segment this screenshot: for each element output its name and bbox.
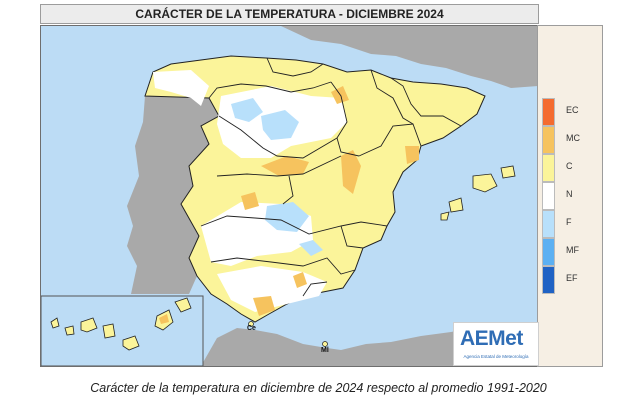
legend-item-c: C: [538, 154, 602, 182]
legend-swatch-mf: [542, 238, 555, 266]
warm-area-6: [253, 296, 275, 316]
aemet-logo: AEMet Agencia Estatal de Meteorología: [453, 322, 539, 366]
cold-area-1: [231, 98, 263, 122]
ceuta-marker: [248, 321, 254, 327]
balearic-islands: [440, 165, 516, 221]
legend-label-ef: EF: [566, 273, 578, 283]
cold-area-2: [261, 110, 299, 140]
warm-area-1: [261, 156, 309, 176]
legend-swatch-c: [542, 154, 555, 182]
aemet-logo-subtitle: Agencia Estatal de Meteorología: [463, 354, 529, 359]
cold-area-3: [265, 202, 309, 232]
warm-area-7: [293, 272, 307, 288]
legend-label-f: F: [566, 217, 572, 227]
aemet-logo-text: AEMet: [460, 327, 523, 350]
legend-swatch-n: [542, 182, 555, 210]
warm-area-5: [241, 192, 259, 210]
legend-label-c: C: [566, 161, 573, 171]
legend: EC MC C N F MF EF: [537, 25, 603, 367]
cold-area-4: [299, 240, 323, 256]
corsica-land: [511, 62, 535, 86]
melilla-marker: [322, 341, 328, 347]
melilla-label: Ml: [321, 347, 329, 354]
legend-label-ec: EC: [566, 105, 579, 115]
warm-area-3: [405, 146, 419, 164]
map-svg: Ce Ml: [41, 26, 538, 366]
warm-area-2: [341, 150, 361, 194]
legend-item-f: F: [538, 210, 602, 238]
legend-swatch-mc: [542, 126, 555, 154]
legend-swatch-f: [542, 210, 555, 238]
map-title: CARÁCTER DE LA TEMPERATURA - DICIEMBRE 2…: [135, 7, 444, 21]
legend-item-ec: EC: [538, 98, 602, 126]
canary-warm-area: [159, 314, 169, 324]
legend-swatch-ec: [542, 98, 555, 126]
legend-swatch-ef: [542, 266, 555, 294]
legend-item-mc: MC: [538, 126, 602, 154]
region-borders: [200, 57, 462, 297]
canary-islands: [50, 297, 192, 351]
france-land: [281, 26, 538, 88]
portugal-land: [127, 96, 219, 294]
legend-item-n: N: [538, 182, 602, 210]
ceuta-label: Ce: [247, 325, 256, 332]
normal-area-northwest: [153, 70, 209, 106]
map-caption: Carácter de la temperatura en diciembre …: [90, 381, 547, 395]
map-title-bar: CARÁCTER DE LA TEMPERATURA - DICIEMBRE 2…: [40, 4, 539, 24]
legend-item-ef: EF: [538, 266, 602, 294]
legend-label-mf: MF: [566, 245, 579, 255]
map-frame: Ce Ml: [40, 25, 539, 367]
legend-item-mf: MF: [538, 238, 602, 266]
legend-label-n: N: [566, 189, 573, 199]
legend-label-mc: MC: [566, 133, 580, 143]
